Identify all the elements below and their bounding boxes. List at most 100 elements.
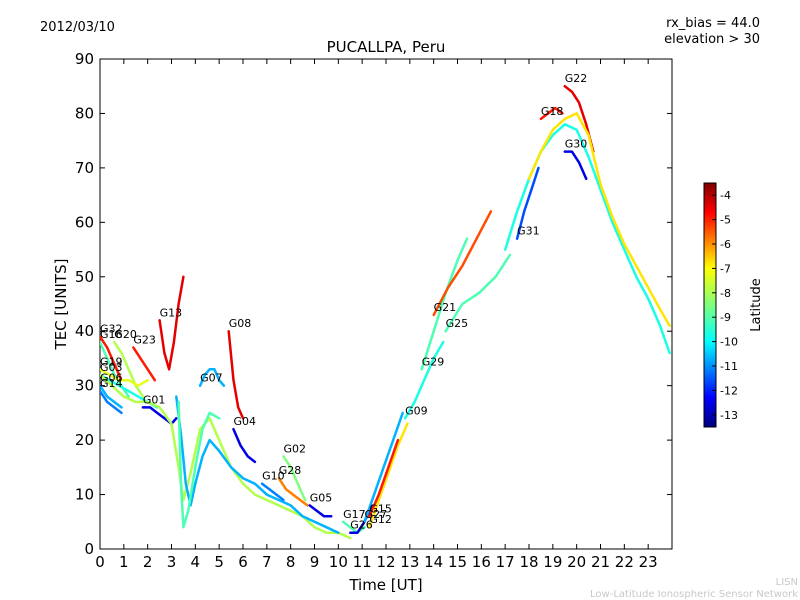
x-tick-label: 17 [496,553,515,571]
sat-label-g22: G22 [565,72,588,85]
series-g20 [113,340,145,398]
sat-label-g15: G15 [369,502,392,515]
series-g18 [539,106,564,121]
series-g04 [232,427,257,464]
sat-label-g14: G14 [100,377,123,390]
series-g23 [132,346,157,382]
rx-bias-label: rx_bias = 44.0 [666,16,760,31]
x-tick-label: 18 [519,553,538,571]
date-label: 2012/03/10 [40,20,115,35]
series-g12 [368,422,409,529]
series-layer [100,84,671,540]
sat-label-g16: G16 [100,328,123,341]
x-tick-label: 19 [543,553,562,571]
series-g21 [432,210,493,317]
sat-label-g10: G10 [262,470,285,483]
x-tick-label: 9 [310,553,320,571]
colorbar-tick-label: -12 [720,384,738,397]
sat-label-g19: G19 [100,355,123,368]
sat-label-g04: G04 [233,415,256,428]
x-tick-label: 23 [639,553,658,571]
colorbar-ticks: -4 -5 -6 -7 -8 -9 -10 -11 -12 -13 [712,189,738,422]
org-full-label: Low-Latitude Ionospheric Sensor Network [590,589,798,600]
series-trace-31 [527,112,671,328]
colorbar-tick-label: -10 [720,336,738,349]
x-tick-label: 8 [286,553,296,571]
sat-label-g07: G07 [200,372,223,385]
x-tick-label: 20 [567,553,586,571]
series-g06 [100,384,123,409]
x-tick-label: 16 [472,553,491,571]
x-tick-label: 0 [95,553,105,571]
x-axis-ticks: 0 1 2 3 4 5 6 7 8 9 10 11 12 13 14 15 16 17 18 19 20 21 22 23 [95,59,658,571]
x-tick-label: 21 [591,553,610,571]
series-g28 [277,476,309,507]
series-g19 [100,368,149,387]
series-g13 [158,275,185,371]
x-tick-label: 14 [424,553,443,571]
x-tick-label: 12 [376,553,395,571]
sat-label-g28: G28 [279,464,302,477]
sat-label-g02: G02 [284,442,307,455]
series-g05 [308,504,333,518]
series-g10 [260,482,285,502]
colorbar-tick-label: -13 [720,409,738,422]
sat-label-g05: G05 [310,491,333,504]
y-tick-label: 40 [75,322,94,340]
x-tick-label: 6 [238,553,248,571]
colorbar-tick-label: -4 [720,189,731,202]
sat-label-g17: G17 [343,508,366,521]
elevation-label: elevation > 30 [664,32,760,47]
chart-title: PUCALLPA, Peru [327,38,446,56]
sat-label-g13: G13 [160,306,183,319]
sat-label-g12: G12 [369,513,392,526]
sat-label-g03: G03 [100,361,123,374]
sat-label-g20: G20 [114,328,137,341]
x-tick-label: 15 [448,553,467,571]
y-tick-label: 70 [75,159,94,177]
series-g25 [444,253,512,333]
series-g32 [100,335,123,382]
sat-label-g31: G31 [517,225,540,238]
series-g08 [227,329,245,420]
sat-label-g29: G29 [422,355,445,368]
colorbar-tick-label: -11 [720,360,738,373]
series-g14 [100,389,123,415]
sat-label-g09: G09 [405,404,428,417]
colorbar-tick-label: -5 [720,214,731,227]
x-axis-label: Time [UT] [348,576,422,594]
x-tick-label: 5 [214,553,224,571]
sat-label-g30: G30 [565,138,588,151]
series-g09 [403,340,445,420]
y-tick-label: 80 [75,104,94,122]
colorbar-tick-label: -8 [720,287,731,300]
x-tick-label: 13 [400,553,419,571]
series-g15 [368,438,400,518]
sat-label-g27: G27 [365,508,388,521]
x-tick-label: 3 [167,553,177,571]
series-g02 [282,455,307,502]
y-tick-label: 10 [75,486,94,504]
x-tick-label: 1 [119,553,129,571]
colorbar-tick-label: -9 [720,311,731,324]
sat-label-g32: G32 [100,323,123,336]
y-tick-label: 50 [75,268,94,286]
sat-label-g21: G21 [434,301,457,314]
sat-label-g01: G01 [143,393,166,406]
sat-label-g23: G23 [133,334,156,347]
x-tick-label: 11 [353,553,372,571]
series-g17 [341,520,366,534]
x-tick-label: 10 [329,553,348,571]
y-tick-label: 20 [75,431,94,449]
sat-label-g18: G18 [541,105,564,118]
sat-label-g08: G08 [229,317,252,330]
colorbar-label: Latitude [749,278,764,332]
y-tick-label: 30 [75,377,94,395]
y-axis-label: TEC [UNITS] [52,259,70,351]
colorbar-tick-label: -7 [720,262,731,275]
colorbar-tick-label: -6 [720,238,731,251]
series-g27 [363,411,404,524]
x-tick-label: 4 [191,553,201,571]
